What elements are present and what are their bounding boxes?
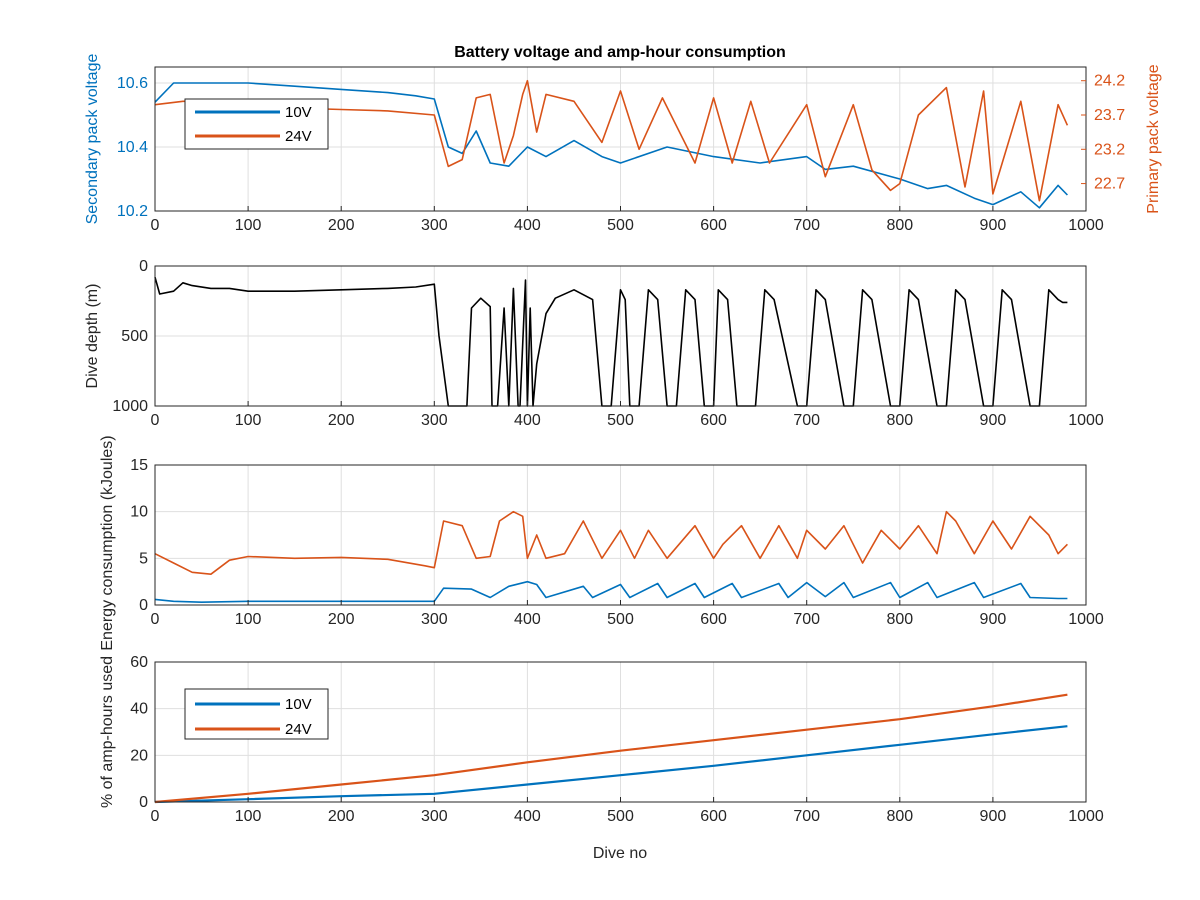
x-tick-label: 800 bbox=[886, 217, 913, 234]
amphours-panel: 0 100 200 300 400 500 600 700 800 900 10000204060 … bbox=[99, 654, 1104, 862]
x-tick-label: 100 bbox=[235, 808, 262, 825]
series-10v-line bbox=[154, 580, 1068, 604]
right-tick-label: 23.7 bbox=[1094, 107, 1125, 124]
x-tick-label: 800 bbox=[886, 808, 913, 825]
x-tick-label: 400 bbox=[514, 217, 541, 234]
legend-label-10v: 10V bbox=[285, 696, 312, 713]
y-tick-label: 10.4 bbox=[117, 139, 148, 156]
x-tick-label: 1000 bbox=[1068, 808, 1104, 825]
x-tick-label: 700 bbox=[793, 217, 820, 234]
x-tick-label: 800 bbox=[886, 611, 913, 628]
x-tick-label: 600 bbox=[700, 808, 727, 825]
x-tick-label: 500 bbox=[607, 412, 634, 429]
series-24v-line bbox=[154, 79, 1069, 202]
secondary-voltage-axis-label: Secondary pack voltage bbox=[84, 54, 101, 225]
x-tick-label: 0 bbox=[151, 808, 160, 825]
x-tick-label: 400 bbox=[514, 611, 541, 628]
right-tick-label: 23.2 bbox=[1094, 141, 1125, 158]
x-tick-label: 900 bbox=[980, 217, 1007, 234]
x-tick-label: 0 bbox=[151, 412, 160, 429]
voltage-panel: 0 100 200 300 400 500 600 700 800 900 1000 10.2 10.4… bbox=[84, 54, 1162, 234]
y-tick-label: 15 bbox=[130, 457, 148, 474]
y-tick-label: 10.6 bbox=[117, 75, 148, 92]
x-tick-label: 0 bbox=[151, 611, 160, 628]
x-tick-label: 700 bbox=[793, 611, 820, 628]
x-tick-label: 100 bbox=[235, 412, 262, 429]
x-tick-label: 500 bbox=[607, 808, 634, 825]
x-tick-label: 900 bbox=[980, 412, 1007, 429]
energy-panel: 0 100 200 300 400 500 600 700 800 900 1000 0 5 10 15 E… bbox=[99, 435, 1104, 650]
x-axis-label: Dive no bbox=[593, 845, 647, 862]
x-tick-label: 300 bbox=[421, 808, 448, 825]
depth-axis-label: Dive depth (m) bbox=[84, 284, 101, 389]
x-tick-label: 400 bbox=[514, 412, 541, 429]
x-tick-label: 300 bbox=[421, 412, 448, 429]
series-depth-line bbox=[154, 276, 1068, 407]
y-tick-label: 40 bbox=[130, 701, 148, 718]
x-tick-label: 200 bbox=[328, 217, 355, 234]
x-tick-label: 200 bbox=[328, 808, 355, 825]
right-tick-label: 24.2 bbox=[1094, 73, 1125, 90]
x-tick-label: 900 bbox=[980, 808, 1007, 825]
amphours-legend: 10V 24V bbox=[184, 688, 329, 740]
legend-label-10v: 10V bbox=[285, 104, 312, 121]
x-tick-label: 100 bbox=[235, 611, 262, 628]
x-tick-label: 800 bbox=[886, 412, 913, 429]
voltage-legend: 10V 24V bbox=[184, 98, 329, 150]
x-tick-label: 300 bbox=[421, 611, 448, 628]
x-tick-label: 500 bbox=[607, 611, 634, 628]
y-tick-label: 5 bbox=[139, 550, 148, 567]
y-tick-label: 0 bbox=[139, 794, 148, 811]
x-tick-label: 200 bbox=[328, 412, 355, 429]
amphours-legend-box bbox=[184, 688, 329, 740]
y-tick-label: 0 bbox=[139, 597, 148, 614]
x-tick-label: 0 bbox=[151, 217, 160, 234]
x-tick-label: 100 bbox=[235, 217, 262, 234]
depth-panel: 0 100 200 300 400 500 600 700 800 900 100005001000… bbox=[84, 258, 1104, 429]
series-10v-line bbox=[154, 725, 1068, 804]
y-tick-label: 60 bbox=[130, 654, 148, 671]
chart-title: Battery voltage and amp-hour consumption bbox=[454, 44, 786, 61]
x-tick-label: 500 bbox=[607, 217, 634, 234]
right-tick-label: 22.7 bbox=[1094, 176, 1125, 193]
voltage-legend-box bbox=[184, 98, 329, 150]
y-tick-label: 20 bbox=[130, 747, 148, 764]
series-24v-line bbox=[154, 510, 1068, 576]
x-tick-label: 700 bbox=[793, 412, 820, 429]
x-tick-label: 300 bbox=[421, 217, 448, 234]
y-tick-label: 1000 bbox=[112, 398, 148, 415]
legend-label-24v: 24V bbox=[285, 128, 312, 145]
x-tick-label: 400 bbox=[514, 808, 541, 825]
x-tick-label: 1000 bbox=[1068, 611, 1104, 628]
y-tick-label: 500 bbox=[121, 328, 148, 345]
legend-label-24v: 24V bbox=[285, 721, 312, 738]
x-tick-label: 600 bbox=[700, 217, 727, 234]
x-tick-label: 1000 bbox=[1068, 217, 1104, 234]
x-tick-label: 1000 bbox=[1068, 412, 1104, 429]
x-tick-label: 600 bbox=[700, 412, 727, 429]
y-tick-label: 0 bbox=[139, 258, 148, 275]
series-24v-line bbox=[154, 693, 1068, 804]
y-tick-label: 10.2 bbox=[117, 203, 148, 220]
amphours-axis-label: % of amp-hours used bbox=[99, 656, 116, 808]
series-10v-line bbox=[154, 82, 1068, 209]
energy-axis-label: Energy consumption (kJoules) bbox=[99, 435, 116, 650]
x-tick-label: 600 bbox=[700, 611, 727, 628]
primary-voltage-axis-label: Primary pack voltage bbox=[1145, 64, 1162, 213]
y-tick-label: 10 bbox=[130, 504, 148, 521]
x-tick-label: 700 bbox=[793, 808, 820, 825]
x-tick-label: 900 bbox=[980, 611, 1007, 628]
x-tick-label: 200 bbox=[328, 611, 355, 628]
